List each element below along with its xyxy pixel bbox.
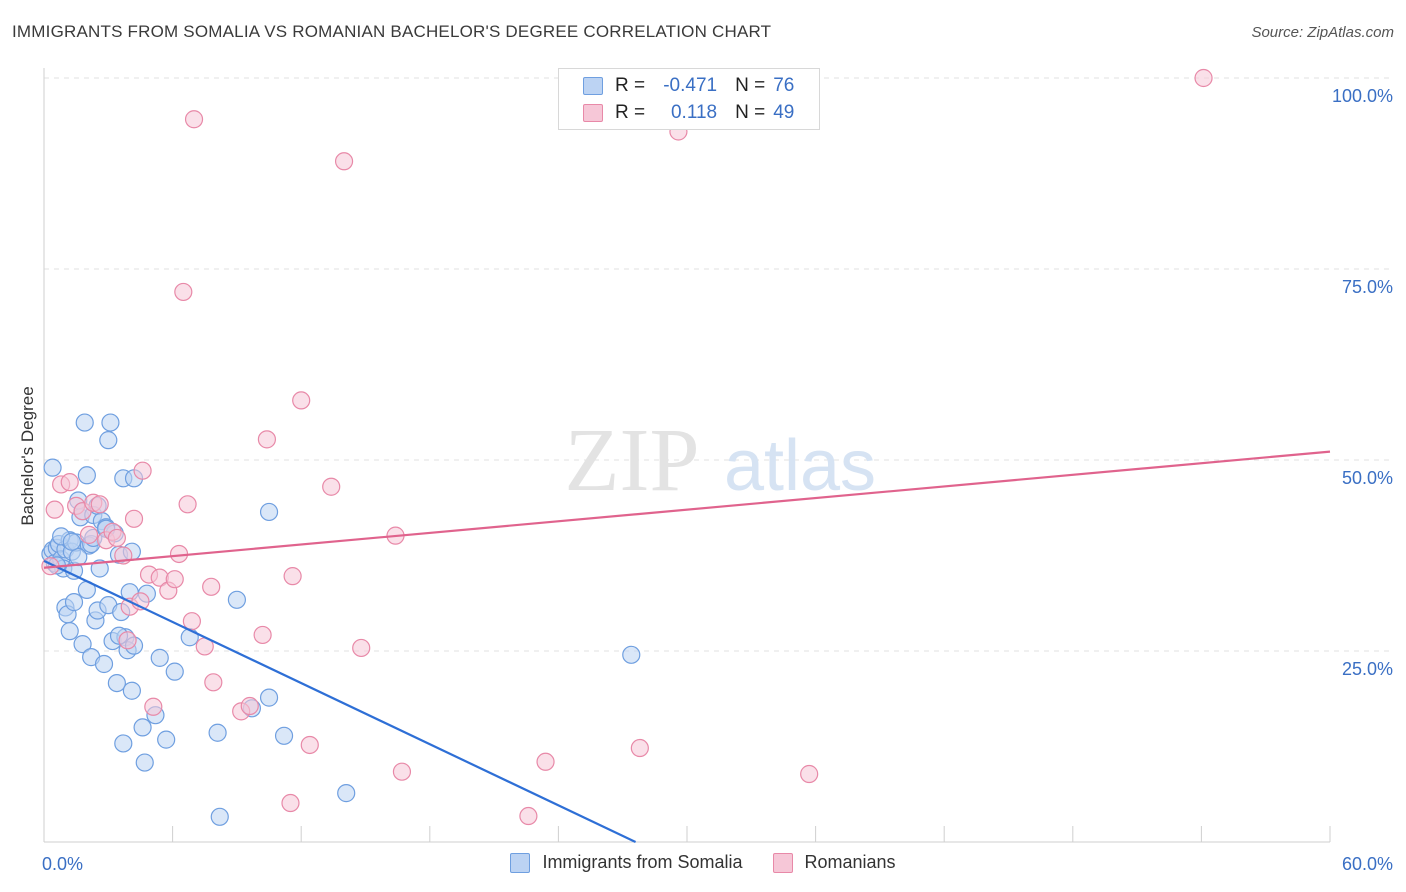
y-tick-label: 50.0% [1342,468,1393,488]
romanian-point [283,567,302,586]
somalia-point [64,593,84,612]
somalia-point [75,413,94,432]
legend-item-somalia[interactable]: Immigrants from Somalia [510,852,743,873]
romanian-point [240,696,259,716]
somalia-point [69,547,88,567]
romanian-point [322,477,341,496]
romanian-point [204,673,223,692]
stats-legend: R = -0.471 N = 76 R = 0.118 N = 49 [558,68,820,130]
y-tick-label: 100.0% [1332,86,1393,106]
y-tick-label: 25.0% [1342,659,1393,679]
romanian-trend-line [43,450,1331,569]
romanian-point [182,612,201,631]
romanian-point [292,391,311,410]
romanian-point [253,625,272,645]
x-tick-label: 0.0% [42,854,83,874]
romanian-point [165,570,184,589]
somalia-point [94,654,114,674]
legend-label-romanians: Romanians [804,852,896,872]
trend-lines [43,450,1331,843]
somalia-point [157,730,176,749]
somalia-point [101,413,120,432]
romanian-point [60,473,79,492]
somalia-point [227,590,246,609]
legend-swatch-romanians [772,852,793,873]
somalia-point [165,662,184,681]
grid-lines [44,77,1392,652]
romanian-point [174,282,193,302]
somalia-point [77,466,96,485]
somalia-point [99,431,118,450]
somalia-point [122,681,141,700]
somalia-point [259,688,279,707]
legend-r-label: R = [615,75,646,96]
romanian-point [536,752,555,771]
somalia-point [274,726,294,745]
romanian-point [630,738,649,758]
somalia-point [90,559,109,578]
tick-labels: 25.0% 50.0% 75.0% 100.0% 0.0% 60.0% [42,86,1393,874]
y-tick-label: 75.0% [1342,277,1393,297]
somalia-point [135,753,154,772]
somalia-point [114,734,133,753]
somalia-point [73,635,92,654]
romanian-point [202,577,221,596]
axes [43,68,1331,843]
somalia-point [337,784,356,803]
legend-n-label: N = [735,75,766,96]
romanian-point [184,110,204,129]
somalia-point [259,502,279,522]
x-tick-label: 60.0% [1342,854,1393,874]
romanian-point [178,495,197,514]
legend-item-romanians[interactable]: Romanians [772,852,896,873]
somalia-point [150,648,169,667]
series-legend: Immigrants from Somalia Romanians [0,852,1406,873]
legend-label-somalia: Immigrants from Somalia [542,852,743,872]
legend-n-value: 76 [773,75,795,96]
romanian-point [519,806,538,826]
watermark-zip: ZIP [565,411,700,510]
romanian-point [300,735,319,755]
legend-row-somalia: R = -0.471 N = 76 [583,73,794,99]
romanian-point [124,509,144,528]
romanian-point [281,793,300,813]
romanian-point [133,461,152,480]
chart-title: IMMIGRANTS FROM SOMALIA VS ROMANIAN BACH… [12,22,772,41]
legend-r-value: -0.471 [663,75,718,96]
legend-n-value: 49 [773,102,795,123]
romanian-point [90,495,109,514]
romanian-point [144,697,163,716]
legend-swatch-somalia [510,852,531,873]
somalia-point [133,718,152,737]
somalia-point [210,807,229,826]
romanian-point [800,764,819,784]
somalia-point [208,723,227,742]
romanian-point [334,152,354,171]
romanian-point [45,500,64,519]
source-label: Source: ZipAtlas.com [1251,24,1394,41]
watermark-atlas: atlas [724,426,876,506]
legend-swatch-somalia [583,77,603,95]
somalia-point [622,645,641,664]
romanian-point [1194,68,1213,88]
somalia-trend-line [43,559,637,843]
romanian-point [392,762,412,781]
romanian-point [118,631,137,650]
legend-r-label: R = [615,102,646,123]
somalia-point [62,532,81,551]
legend-n-label: N = [735,102,766,123]
romanian-point [257,430,277,449]
legend-r-value: 0.118 [670,102,718,123]
somalia-point [107,673,126,693]
legend-swatch-romanians [583,104,603,122]
romanian-point [107,528,126,548]
romanian-point [352,638,371,658]
somalia-point [43,458,62,477]
legend-row-romanians: R = 0.118 N = 49 [583,100,794,126]
romanian-point [79,525,99,544]
somalia-point [60,622,79,641]
